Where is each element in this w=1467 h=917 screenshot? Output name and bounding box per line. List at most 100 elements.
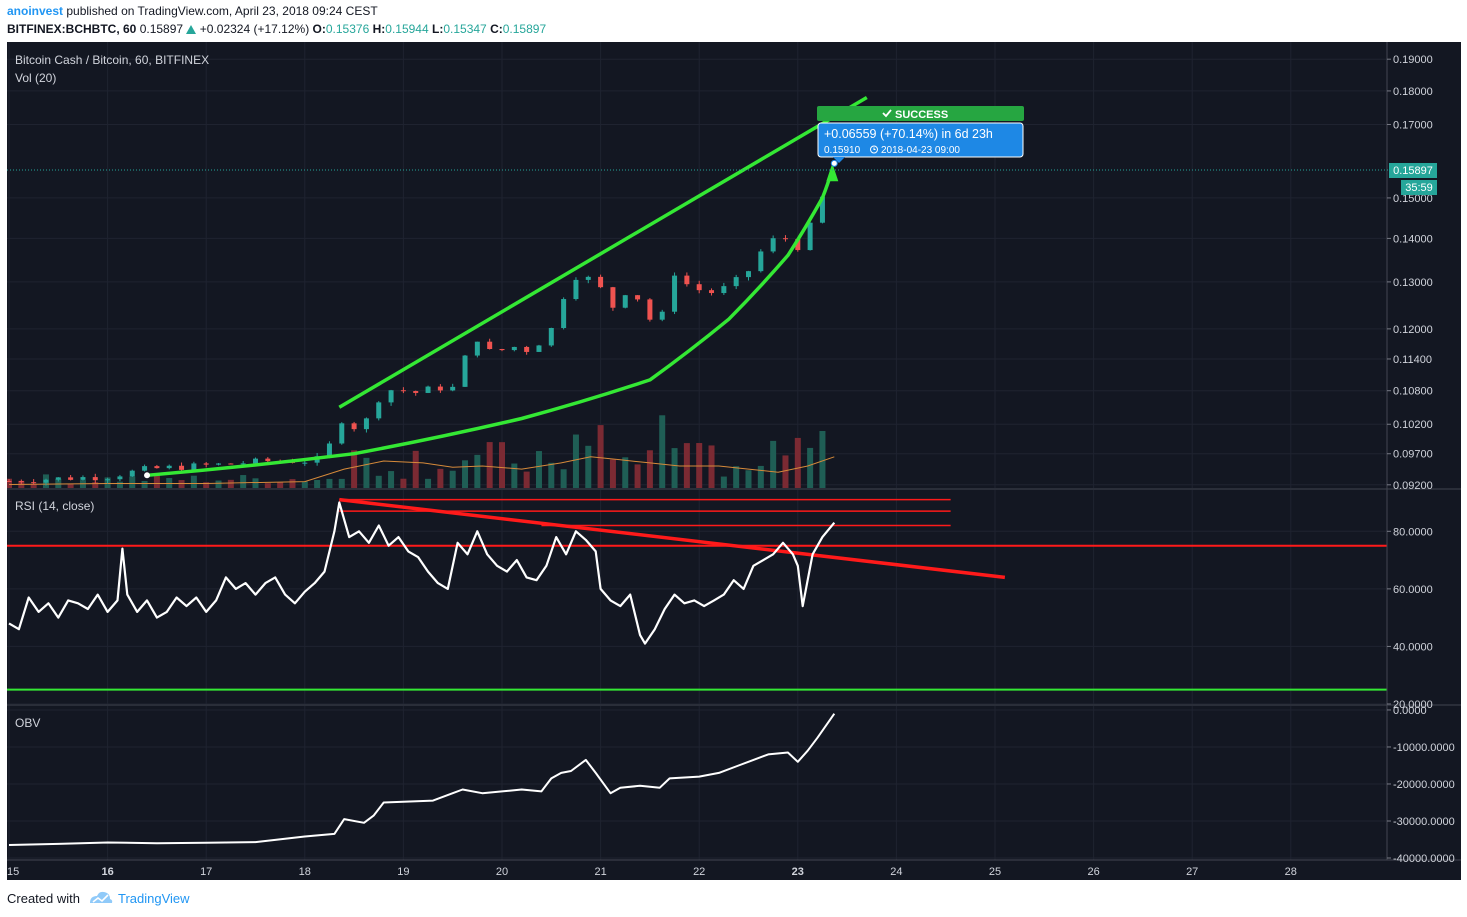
volume-bar (733, 466, 740, 488)
curve-start-dot (144, 472, 151, 479)
volume-bar (326, 478, 333, 488)
candle-body (647, 299, 653, 320)
author-link[interactable]: anoinvest (7, 4, 64, 18)
candle-body (413, 391, 419, 393)
success-badge (817, 106, 1024, 121)
volume-bar (203, 482, 210, 488)
curve-arrowhead (826, 163, 839, 182)
tradingview-link[interactable]: TradingView (118, 891, 190, 906)
volume-bar (486, 442, 493, 488)
rsi-pane-title: RSI (14, close) (15, 499, 94, 513)
volume-bar (572, 434, 579, 488)
candle-body (400, 390, 406, 392)
rsi-falling-trend-line (339, 497, 1006, 580)
candle-body (758, 251, 764, 272)
volume-bar (535, 451, 542, 488)
volume-bar (314, 479, 321, 488)
volume-bar (597, 425, 604, 488)
volume-bar (782, 455, 789, 488)
candle-body (179, 465, 185, 470)
volume-bar (388, 471, 395, 488)
candle-body (622, 295, 628, 308)
volume-bar (659, 415, 666, 488)
candle-body (376, 402, 382, 419)
candle-body (746, 271, 751, 278)
volume-bar (30, 483, 37, 488)
candle-body (425, 386, 431, 393)
open-value: 0.15376 (325, 22, 370, 36)
y-tick-label: 0.14000 (1393, 233, 1433, 245)
candle-body (696, 284, 702, 291)
candle-body (166, 465, 172, 469)
countdown-badge (1401, 180, 1437, 195)
volume-bar (363, 457, 370, 488)
volume-bar (511, 463, 518, 488)
candle-body (388, 390, 394, 403)
candle-body (363, 418, 369, 430)
volume-bar (301, 481, 308, 488)
volume-bar (351, 450, 358, 488)
volume-legend: Vol (20) (15, 71, 56, 85)
close-label: C: (490, 22, 503, 36)
volume-bar (745, 470, 752, 488)
obv-tick-label: -20000.0000 (1393, 779, 1455, 791)
y-tick-label: 0.17000 (1393, 119, 1433, 131)
x-tick-label: 24 (890, 866, 902, 878)
price-badge (1389, 163, 1437, 178)
volume-bar (412, 450, 419, 488)
x-tick-label: 16 (101, 866, 113, 878)
rsi-tick-label: 60.0000 (1393, 584, 1433, 596)
candle-body (7, 480, 12, 482)
volume-bar (252, 478, 259, 488)
candle-body (598, 276, 604, 288)
low-label: L: (432, 22, 444, 36)
candle-body (203, 463, 209, 465)
candle-body (351, 423, 357, 430)
rsi-tick-label: 80.0000 (1393, 526, 1433, 538)
volume-bar (634, 464, 641, 488)
open-label: O: (312, 22, 326, 36)
y-tick-label: 0.13000 (1393, 277, 1433, 289)
candle-body (55, 477, 61, 480)
volume-bar (560, 469, 567, 488)
volume-bar (757, 465, 764, 488)
candle-body (511, 346, 517, 351)
candle-body (228, 463, 234, 465)
footer: Created with TradingView (0, 880, 1467, 917)
candle-body (31, 482, 37, 484)
volume-bar (474, 454, 481, 488)
candle-body (92, 477, 98, 481)
candle-body (585, 276, 591, 280)
up-arrow-icon (186, 25, 197, 34)
candle-body (43, 479, 49, 483)
candle-body (635, 295, 641, 300)
candle-body (721, 286, 727, 294)
candle-body (487, 341, 493, 350)
volume-bar (141, 480, 148, 488)
candle-body (610, 287, 616, 308)
candle-body (733, 277, 739, 287)
x-tick-label: 27 (1186, 866, 1198, 878)
volume-bar (153, 474, 160, 488)
candle-body (129, 470, 135, 477)
symbol-line: BITFINEX:BCHBTC, 60 0.15897 +0.02324 (+1… (7, 22, 546, 36)
candle-body (191, 463, 197, 470)
x-tick-label: 22 (693, 866, 705, 878)
candle-body (709, 290, 715, 294)
volume-bar (7, 478, 12, 488)
chart-canvas[interactable]: 15 16 17 18 19 20 21 22 23 24 25 26 27 28 0.19000 0.180… (7, 42, 1461, 880)
published-text: published on TradingView.com, April 23, … (66, 4, 378, 18)
y-tick-label: 0.11400 (1393, 354, 1432, 366)
publish-line: anoinvest published on TradingView.com, … (7, 4, 378, 18)
y-tick-label: 0.15000 (1393, 193, 1433, 205)
candle-body (142, 466, 148, 471)
candle-body (326, 443, 332, 457)
obv-line (8, 713, 836, 846)
obv-tick-label: -30000.0000 (1393, 816, 1455, 828)
volume-bar (671, 448, 678, 488)
obv-tick-label: -40000.0000 (1393, 853, 1455, 865)
candle-body (302, 462, 308, 464)
x-tick-label: 15 (7, 866, 19, 878)
countdown-text: 35:59 (1405, 182, 1433, 194)
measure-box[interactable] (817, 122, 1024, 158)
